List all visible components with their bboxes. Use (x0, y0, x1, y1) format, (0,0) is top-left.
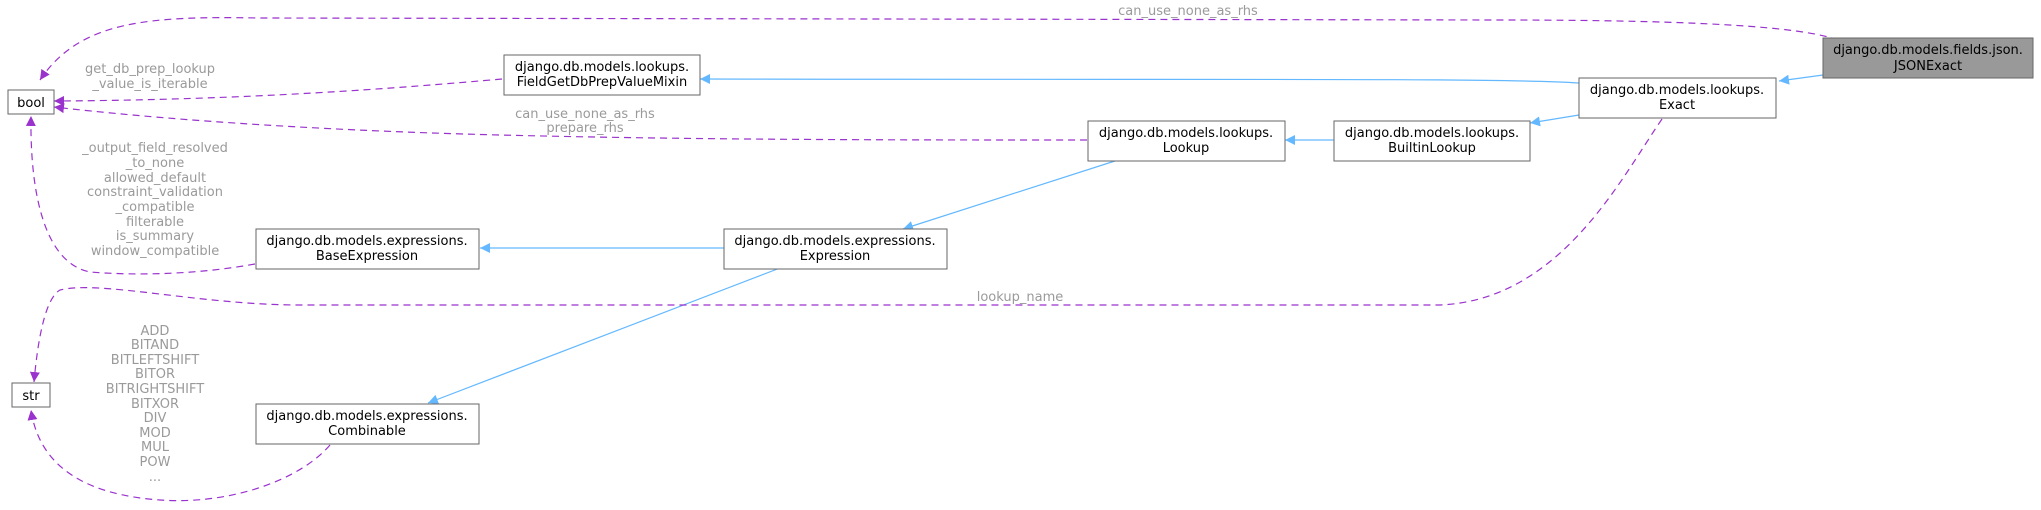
edge-label-line: BITAND (131, 338, 179, 353)
node-lookup[interactable]: django.db.models.lookups. Lookup (1087, 120, 1286, 162)
node-fieldgetdbprep-module: django.db.models.lookups. (515, 60, 689, 75)
edge-label-line: DIV (144, 411, 167, 426)
edge-label-line: BITXOR (131, 397, 179, 412)
edge-label-line: _to_none (125, 156, 184, 171)
edge-label-line: _output_field_resolved (81, 141, 228, 156)
node-bool[interactable]: bool (7, 89, 55, 115)
node-lookup-module: django.db.models.lookups. (1099, 126, 1273, 141)
edge-exact-to-str (29, 118, 1663, 383)
edge-label-line: prepare_rhs (546, 121, 623, 136)
edge-label-line: MUL (141, 440, 170, 455)
edge-lookup-to-bool (53, 103, 1088, 141)
edge-label-get-db-prep: get_db_prep_lookup _value_is_iterable (85, 62, 215, 92)
node-str[interactable]: str (11, 382, 51, 408)
node-builtinlookup-module: django.db.models.lookups. (1345, 126, 1519, 141)
node-str-label: str (22, 389, 40, 404)
edge-label-line: _value_is_iterable (91, 77, 207, 92)
edge-label-lookup-to-bool: can_use_none_as_rhs prepare_rhs (515, 107, 655, 136)
edge-exact-to-builtinlookup (1529, 114, 1580, 127)
edge-jsonexact-to-bool (39, 17, 1839, 81)
edge-lookup-to-expression (902, 159, 1119, 231)
edge-label-line: lookup_name (977, 290, 1064, 305)
node-jsonexact[interactable]: django.db.models.fields.json. JSONExact (1822, 37, 2034, 79)
edge-label-line: POW (140, 455, 171, 470)
node-exact-class: Exact (1659, 98, 1695, 113)
edge-jsonexact-to-exact (1778, 74, 1824, 85)
edge-label-line: is_summary (116, 229, 195, 244)
node-combinable-module: django.db.models.expressions. (266, 409, 467, 424)
node-expression-module: django.db.models.expressions. (734, 234, 935, 249)
node-lookup-class: Lookup (1163, 141, 1210, 156)
edge-exact-to-fieldgetdbprep (699, 74, 1580, 85)
edge-label-line: window_compatible (91, 244, 219, 259)
edge-combinable-to-str (27, 409, 331, 502)
node-exact-module: django.db.models.lookups. (1590, 83, 1764, 98)
node-exact[interactable]: django.db.models.lookups. Exact (1578, 77, 1777, 119)
edge-label-combinable-to-str: ADD BITAND BITLEFTSHIFT BITOR BITRIGHTSH… (106, 324, 204, 485)
edge-label-line: _compatible (114, 200, 194, 215)
edge-label-line: allowed_default (104, 171, 206, 186)
edge-label-line: BITRIGHTSHIFT (106, 382, 204, 397)
node-bool-label: bool (17, 96, 45, 111)
node-combinable[interactable]: django.db.models.expressions. Combinable (255, 403, 480, 445)
edge-label-lookup-name: lookup_name (977, 290, 1064, 305)
edge-label-line: can_use_none_as_rhs (515, 107, 655, 122)
node-jsonexact-module: django.db.models.fields.json. (1833, 43, 2023, 58)
node-combinable-class: Combinable (328, 424, 406, 439)
node-baseexpression-module: django.db.models.expressions. (266, 234, 467, 249)
edge-label-line: ADD (141, 324, 170, 339)
edge-label-baseexpression-to-bool: _output_field_resolved _to_none allowed_… (81, 141, 228, 259)
node-expression-class: Expression (800, 249, 871, 264)
edge-label-line: BITLEFTSHIFT (111, 353, 199, 368)
node-jsonexact-class: JSONExact (1893, 59, 1962, 74)
edge-label-line: MOD (139, 426, 170, 441)
edge-label-line: ... (149, 470, 161, 485)
node-fieldgetdbprepvaluemixin[interactable]: django.db.models.lookups. FieldGetDbPrep… (503, 54, 701, 96)
node-baseexpression[interactable]: django.db.models.expressions. BaseExpres… (255, 228, 480, 270)
node-builtinlookup-class: BuiltinLookup (1388, 141, 1476, 156)
node-baseexpression-class: BaseExpression (316, 249, 418, 264)
edge-expression-to-combinable (427, 267, 781, 405)
node-builtinlookup[interactable]: django.db.models.lookups. BuiltinLookup (1333, 120, 1531, 162)
edge-label-can-use-none-as-rhs-top: can_use_none_as_rhs (1118, 4, 1258, 19)
node-expression[interactable]: django.db.models.expressions. Expression (723, 228, 948, 270)
edge-label-line: can_use_none_as_rhs (1118, 4, 1258, 19)
edge-label-line: BITOR (135, 367, 175, 382)
edge-label-line: get_db_prep_lookup (85, 62, 215, 77)
edge-label-line: filterable (126, 215, 184, 230)
node-fieldgetdbprep-class: FieldGetDbPrepValueMixin (517, 75, 687, 90)
edge-label-line: constraint_validation (87, 185, 223, 200)
